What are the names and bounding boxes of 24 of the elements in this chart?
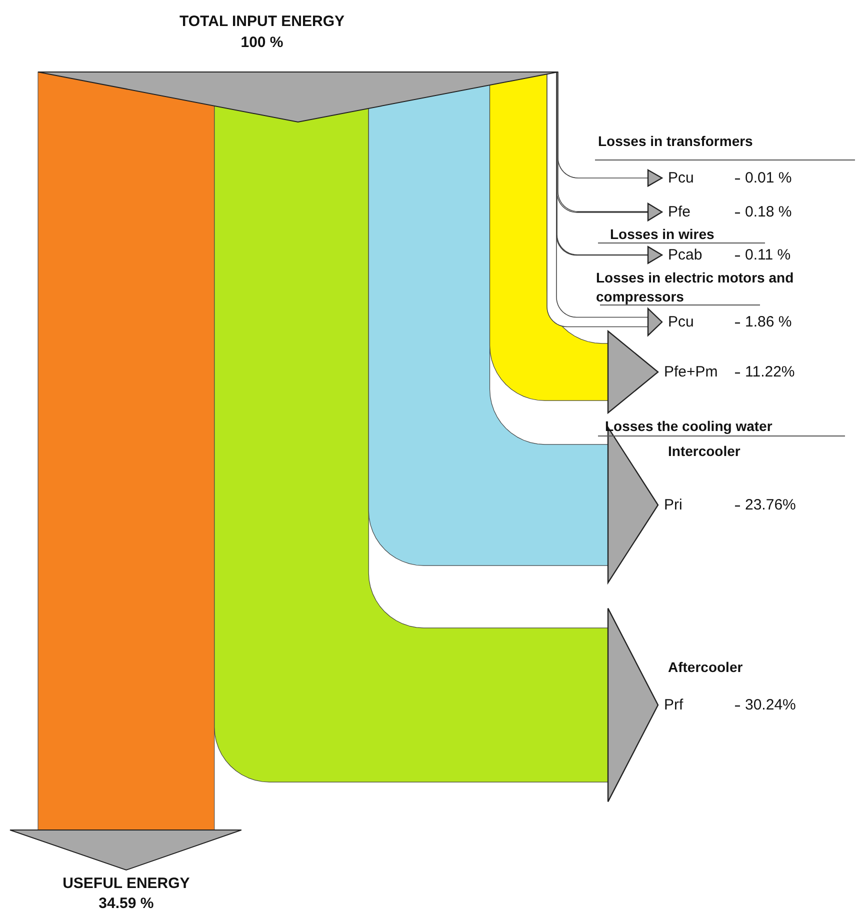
text: Losses in electric motors and compressors	[596, 270, 798, 304]
data-label: 0.01 %	[745, 170, 792, 186]
text: 100 %	[240, 34, 284, 51]
category-label: Pcab	[668, 246, 702, 264]
data-label: 11.22%	[745, 364, 795, 380]
text: Aftercooler	[668, 659, 744, 675]
data-label: 0.18 %	[745, 204, 792, 220]
text: TOTAL INPUT ENERGY	[179, 13, 345, 30]
text: Losses in wires	[610, 226, 714, 242]
category-label: Pcu	[668, 170, 694, 186]
category-label: Pfe+Pm	[664, 364, 718, 380]
data-label: 0.11 %	[745, 246, 791, 264]
category-label: Prf	[664, 696, 684, 714]
data-label: 1.86 %	[745, 314, 792, 330]
category-label: Pri	[664, 496, 682, 514]
text: Losses the cooling water	[605, 418, 773, 434]
data-label: 30.24%	[745, 696, 796, 714]
category-label: Pfe	[668, 204, 691, 220]
category-label: USEFUL ENERGY	[62, 875, 190, 892]
text: Intercooler	[668, 443, 741, 459]
data-label: 23.76%	[745, 496, 796, 514]
category-label: Pcu	[668, 314, 694, 330]
data-label: 34.59 %	[98, 895, 154, 912]
text: Losses in transformers	[598, 133, 754, 149]
